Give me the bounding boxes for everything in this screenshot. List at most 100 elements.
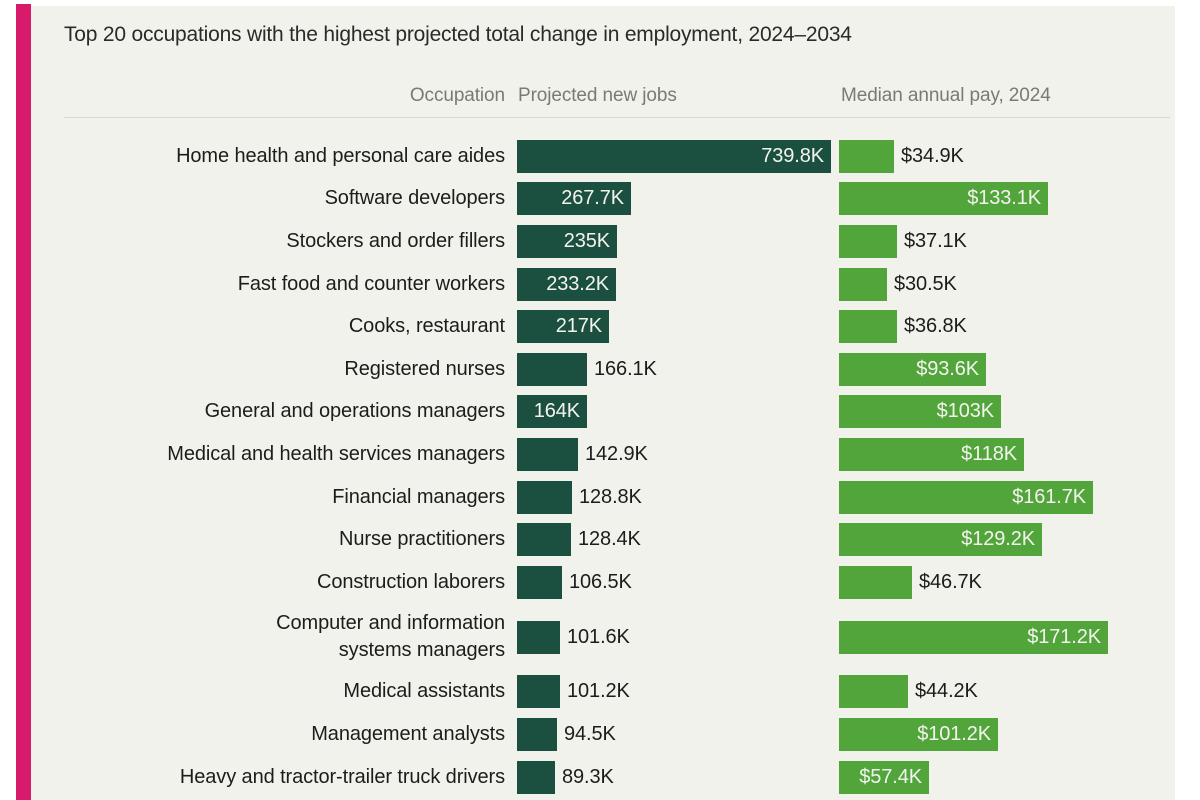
median-pay-bar [839, 565, 912, 599]
chart-rows: Home health and personal care aides 739.8… [64, 135, 1175, 798]
projected-new-jobs-cell: 217K [517, 310, 839, 344]
occupation-label: Financial managers [332, 485, 505, 508]
chart-row: Computer and information systems manager… [64, 604, 1175, 671]
median-pay-value: $46.7K [919, 570, 982, 593]
occupation-label: Medical and health services managers [167, 442, 505, 465]
projected-new-jobs-bar: 739.8K [517, 139, 831, 173]
occupation-label: Computer and information systems manager… [276, 612, 505, 662]
projected-new-jobs-cell: 101.6K [517, 620, 839, 654]
projected-new-jobs-cell: 166.1K [517, 352, 839, 386]
chart-row: Medical assistants 101.2K $44.2K [64, 671, 1175, 714]
projected-new-jobs-bar [517, 352, 587, 386]
median-pay-value: $44.2K [915, 680, 978, 703]
median-pay-value: $129.2K [961, 528, 1035, 551]
projected-new-jobs-bar: 235K [517, 224, 617, 258]
projected-new-jobs-cell: 128.4K [517, 523, 839, 557]
median-pay-bar [839, 675, 908, 709]
projected-new-jobs-bar [517, 437, 578, 471]
column-header-projected-new-jobs: Projected new jobs [518, 85, 677, 106]
chart-row: Medical and health services managers 142.… [64, 433, 1175, 476]
median-pay-value: $34.9K [901, 144, 964, 167]
chart-row: Fast food and counter workers 233.2K $30.5… [64, 263, 1175, 306]
median-pay-bar: $161.7K [839, 480, 1093, 514]
projected-new-jobs-value: 166.1K [594, 357, 657, 380]
projected-new-jobs-cell: 267.7K [517, 182, 839, 216]
projected-new-jobs-value: 164K [533, 400, 580, 423]
projected-new-jobs-value: 89.3K [562, 765, 614, 788]
median-pay-bar: $171.2K [839, 620, 1108, 654]
occupation-label: Software developers [324, 187, 506, 210]
median-pay-value: $103K [936, 400, 994, 423]
projected-new-jobs-value: 101.6K [567, 625, 630, 648]
chart-row: Nurse practitioners 128.4K $129.2K [64, 518, 1175, 561]
projected-new-jobs-cell: 101.2K [517, 675, 839, 709]
projected-new-jobs-value: 101.2K [567, 680, 630, 703]
occupation-label: General and operations managers [204, 400, 506, 423]
chart-row: Heavy and tractor-trailer truck drivers 8… [64, 756, 1175, 799]
occupation-label: Construction laborers [317, 570, 505, 593]
median-pay-value: $30.5K [894, 272, 957, 295]
occupation-label: Medical assistants [343, 680, 505, 703]
median-pay-cell: $161.7K [839, 480, 1175, 514]
chart-row: Management analysts 94.5K $101.2K [64, 713, 1175, 756]
median-pay-value: $57.4K [859, 765, 922, 788]
occupation-label: Cooks, restaurant [348, 315, 505, 338]
median-pay-bar [839, 310, 897, 344]
projected-new-jobs-cell: 106.5K [517, 565, 839, 599]
projected-new-jobs-bar: 233.2K [517, 267, 616, 301]
chart-title: Top 20 occupations with the highest proj… [64, 23, 852, 46]
median-pay-cell: $101.2K [839, 717, 1175, 751]
median-pay-bar [839, 267, 887, 301]
projected-new-jobs-value: 128.4K [578, 528, 641, 551]
occupation-label: Registered nurses [344, 357, 505, 380]
occupation-label: Heavy and tractor-trailer truck drivers [179, 765, 505, 788]
median-pay-bar [839, 139, 894, 173]
median-pay-value: $37.1K [904, 229, 967, 252]
chart-row: Home health and personal care aides 739.8… [64, 135, 1175, 178]
projected-new-jobs-bar [517, 717, 557, 751]
median-pay-cell: $133.1K [839, 182, 1175, 216]
median-pay-value: $118K [961, 442, 1017, 465]
chart-row: Financial managers 128.8K $161.7K [64, 476, 1175, 519]
median-pay-cell: $118K [839, 437, 1175, 471]
median-pay-value: $171.2K [1027, 625, 1101, 648]
median-pay-cell: $34.9K [839, 139, 1175, 173]
projected-new-jobs-bar [517, 480, 572, 514]
median-pay-bar [839, 224, 897, 258]
projected-new-jobs-value: 739.8K [761, 144, 824, 167]
median-pay-value: $101.2K [917, 722, 991, 745]
median-pay-cell: $37.1K [839, 224, 1175, 258]
occupation-label: Nurse practitioners [339, 528, 505, 551]
median-pay-bar: $129.2K [839, 523, 1042, 557]
projected-new-jobs-cell: 235K [517, 224, 839, 258]
median-pay-value: $36.8K [904, 315, 967, 338]
projected-new-jobs-value: 142.9K [585, 442, 648, 465]
median-pay-bar: $101.2K [839, 717, 998, 751]
projected-new-jobs-value: 217K [555, 315, 602, 338]
median-pay-bar: $103K [839, 395, 1001, 429]
chart-row: Construction laborers 106.5K $46.7K [64, 561, 1175, 604]
median-pay-cell: $93.6K [839, 352, 1175, 386]
projected-new-jobs-bar: 267.7K [517, 182, 631, 216]
accent-stripe [16, 4, 31, 800]
projected-new-jobs-value: 94.5K [564, 722, 616, 745]
median-pay-value: $133.1K [967, 187, 1041, 210]
occupation-label: Home health and personal care aides [176, 144, 505, 167]
projected-new-jobs-value: 267.7K [561, 187, 624, 210]
chart-row: Registered nurses 166.1K $93.6K [64, 348, 1175, 391]
projected-new-jobs-cell: 142.9K [517, 437, 839, 471]
projected-new-jobs-cell: 739.8K [517, 139, 839, 173]
occupation-label: Management analysts [311, 722, 505, 745]
median-pay-bar: $57.4K [839, 760, 929, 794]
projected-new-jobs-bar [517, 565, 562, 599]
projected-new-jobs-cell: 233.2K [517, 267, 839, 301]
median-pay-cell: $129.2K [839, 523, 1175, 557]
median-pay-cell: $30.5K [839, 267, 1175, 301]
median-pay-cell: $57.4K [839, 760, 1175, 794]
projected-new-jobs-value: 233.2K [546, 272, 609, 295]
projected-new-jobs-value: 235K [563, 229, 610, 252]
projected-new-jobs-bar: 217K [517, 310, 609, 344]
median-pay-cell: $46.7K [839, 565, 1175, 599]
projected-new-jobs-cell: 94.5K [517, 717, 839, 751]
projected-new-jobs-cell: 164K [517, 395, 839, 429]
